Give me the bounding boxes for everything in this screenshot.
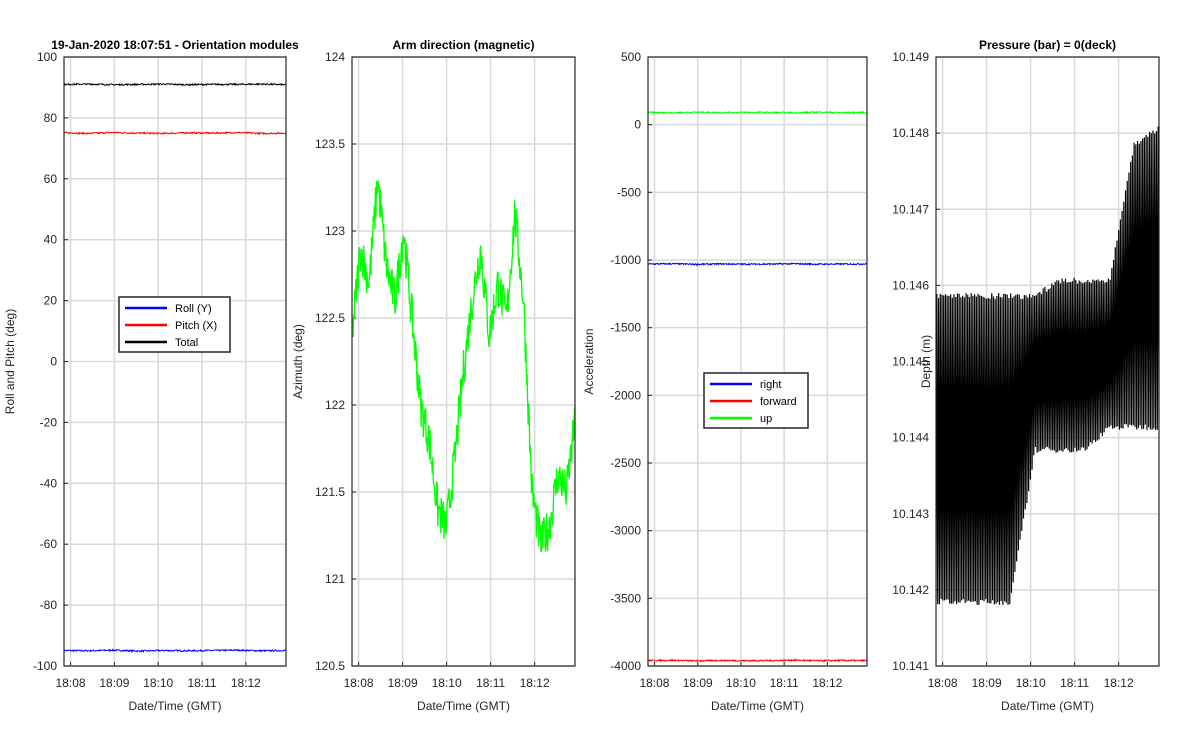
y-axis-label: Acceleration <box>582 328 596 394</box>
y-tick-label: 500 <box>621 50 641 64</box>
x-tick-label: 18:11 <box>770 676 799 690</box>
y-tick-label: -40 <box>40 476 58 490</box>
y-tick-label: 60 <box>44 172 58 186</box>
y-tick-label: -80 <box>40 598 58 612</box>
x-tick-label: 18:10 <box>143 676 173 690</box>
series-line <box>64 131 286 136</box>
y-tick-label: -20 <box>40 415 58 429</box>
series-group <box>352 180 575 553</box>
x-tick-label: 18:08 <box>344 676 374 690</box>
y-tick-label: 122.5 <box>315 311 345 325</box>
y-tick-label: 10.142 <box>892 583 929 597</box>
x-tick-label: 18:09 <box>388 676 418 690</box>
y-tick-label: 10.145 <box>892 355 929 369</box>
x-axis-label: Date/Time (GMT) <box>417 699 510 713</box>
y-tick-label: 10.148 <box>892 126 929 140</box>
legend-entry: Pitch (X) <box>175 320 217 332</box>
x-axis-label: Date/Time (GMT) <box>1001 699 1094 713</box>
y-tick-label: -3500 <box>610 591 641 605</box>
x-tick-label: 18:09 <box>683 676 713 690</box>
series-line <box>648 110 867 115</box>
y-tick-label: 121 <box>325 572 345 586</box>
y-tick-label: 122 <box>325 398 345 412</box>
y-tick-label: -100 <box>33 659 57 673</box>
plot-area <box>648 57 867 666</box>
x-tick-label: 18:10 <box>1016 676 1046 690</box>
chart-panel-4: 18:08 18:09 18:10 18:11 18:12 10.141 10.142 10.… <box>892 38 1160 713</box>
series-line <box>936 126 1159 605</box>
x-tick-label: 18:12 <box>520 676 550 690</box>
y-axis-label: Roll and Pitch (deg) <box>3 309 17 414</box>
x-tick-label: 18:10 <box>726 676 756 690</box>
axes-box <box>935 56 1160 667</box>
legend-entry: forward <box>760 396 797 408</box>
chart-panel-2: 18:08 18:09 18:10 18:11 18:12 120.5 121 121.5 12… <box>291 38 576 713</box>
axes-box <box>351 56 576 667</box>
legend-entry: right <box>760 379 781 391</box>
series-group <box>64 82 286 653</box>
legend-entry: Roll (Y) <box>175 303 212 315</box>
legend-entry: Total <box>175 337 198 349</box>
x-tick-label: 18:10 <box>432 676 462 690</box>
y-tick-label: 120.5 <box>315 659 345 673</box>
y-tick-label: 10.141 <box>892 659 929 673</box>
y-tick-label: -1000 <box>610 253 641 267</box>
y-tick-label: -4000 <box>610 659 641 673</box>
y-tick-label: -3000 <box>610 524 641 538</box>
chart-panel-3: 18:08 18:09 18:10 18:11 18:12 -4000 -3500 -3000… <box>582 50 868 713</box>
legend: Roll (Y) Pitch (X) Total <box>118 296 231 353</box>
chart-title: 19-Jan-2020 18:07:51 - Orientation modul… <box>51 38 299 52</box>
x-tick-label: 18:11 <box>476 676 505 690</box>
x-tick-label: 18:09 <box>972 676 1002 690</box>
series-line <box>648 262 867 267</box>
x-axis-label: Date/Time (GMT) <box>711 699 804 713</box>
x-tick-label: 18:11 <box>1060 676 1089 690</box>
y-tick-label: -500 <box>617 185 641 199</box>
x-tick-label: 18:12 <box>1104 676 1134 690</box>
y-tick-label: -1500 <box>610 321 641 335</box>
y-tick-label: 10.144 <box>892 431 929 445</box>
y-tick-label: 10.147 <box>892 202 929 216</box>
series-line <box>64 648 286 653</box>
x-tick-label: 18:08 <box>928 676 958 690</box>
y-tick-label: 80 <box>44 111 58 125</box>
y-tick-label: 10.143 <box>892 507 929 521</box>
y-tick-label: 10.146 <box>892 278 929 292</box>
x-tick-label: 18:12 <box>812 676 842 690</box>
y-tick-label: 124 <box>325 50 345 64</box>
legend: right forward up <box>703 372 809 429</box>
y-tick-label: 100 <box>37 50 57 64</box>
chart-panel-1: 18:08 18:09 18:10 18:11 18:12 -100 -80 -60 -40 -2… <box>3 38 299 713</box>
y-axis-label: Depth (m) <box>919 335 933 388</box>
y-tick-label: 123 <box>325 224 345 238</box>
y-tick-label: -2500 <box>610 456 641 470</box>
y-tick-label: 123.5 <box>315 137 345 151</box>
x-tick-label: 18:11 <box>187 676 216 690</box>
series-line <box>64 82 286 87</box>
axes-box <box>647 56 868 667</box>
y-tick-label: 10.149 <box>892 50 929 64</box>
x-tick-label: 18:09 <box>99 676 129 690</box>
x-tick-label: 18:08 <box>639 676 669 690</box>
y-axis-label: Azimuth (deg) <box>291 324 305 399</box>
series-line <box>352 180 575 553</box>
chart-title: Pressure (bar) = 0(deck) <box>979 38 1116 52</box>
y-tick-label: 121.5 <box>315 485 345 499</box>
y-tick-label: 40 <box>44 233 58 247</box>
legend-entry: up <box>760 413 772 425</box>
series-group <box>648 110 867 663</box>
y-tick-label: 0 <box>634 118 641 132</box>
x-tick-label: 18:08 <box>56 676 86 690</box>
series-line <box>648 658 867 663</box>
y-tick-label: -2000 <box>610 388 641 402</box>
y-tick-label: 20 <box>44 294 58 308</box>
series-group <box>936 126 1159 605</box>
axes-box <box>63 56 287 667</box>
y-tick-label: 0 <box>50 355 57 369</box>
chart-title: Arm direction (magnetic) <box>392 38 534 52</box>
y-tick-label: -60 <box>40 537 58 551</box>
x-tick-label: 18:12 <box>231 676 261 690</box>
x-axis-label: Date/Time (GMT) <box>129 699 222 713</box>
